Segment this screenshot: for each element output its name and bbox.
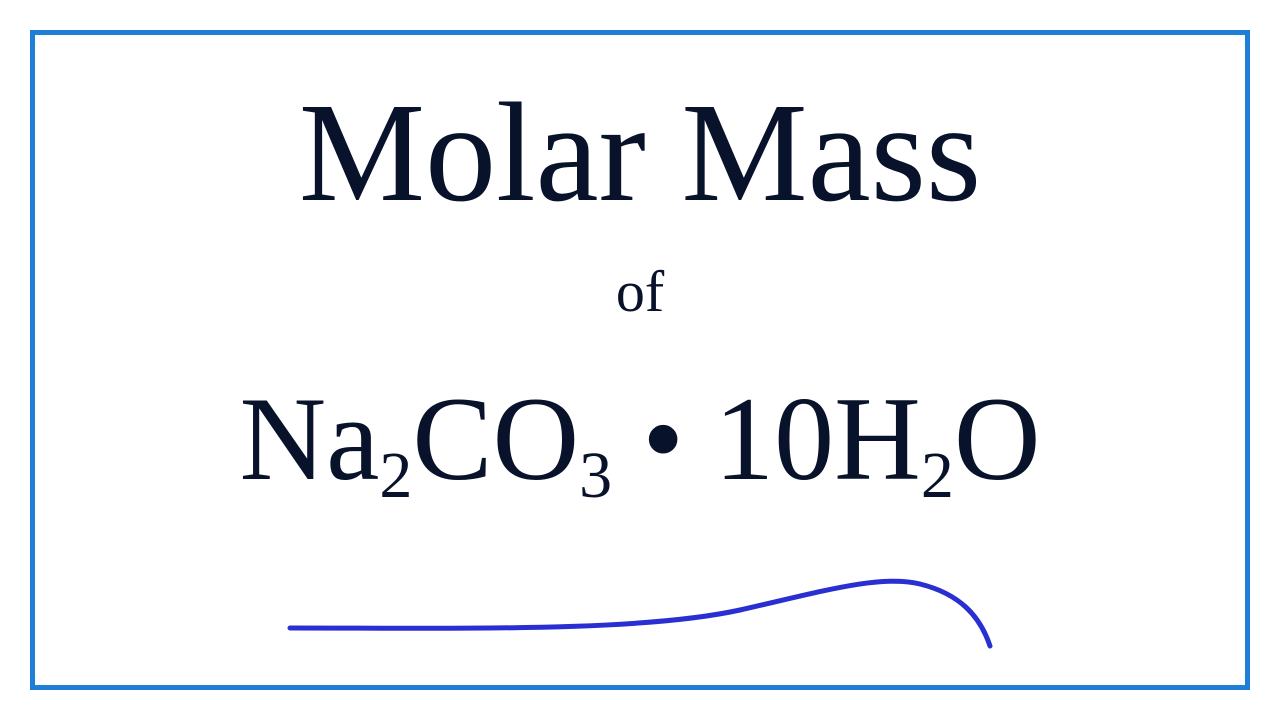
underline-curve: [280, 550, 1000, 670]
title-text: Molar Mass: [0, 70, 1280, 234]
formula-dot: •: [612, 370, 714, 508]
formula-part-5: 10H: [714, 370, 921, 508]
formula-subscript-1: 2: [379, 438, 412, 514]
formula-part-0: Na: [240, 370, 380, 508]
chemical-formula: Na2CO3•10H2O: [0, 370, 1280, 508]
formula-subscript-3: 3: [579, 438, 612, 514]
formula-part-2: CO: [412, 370, 579, 508]
formula-part-7: O: [954, 370, 1041, 508]
subtitle-text: of: [0, 258, 1280, 325]
formula-subscript-6: 2: [921, 438, 954, 514]
underline-curve-path: [290, 581, 990, 646]
